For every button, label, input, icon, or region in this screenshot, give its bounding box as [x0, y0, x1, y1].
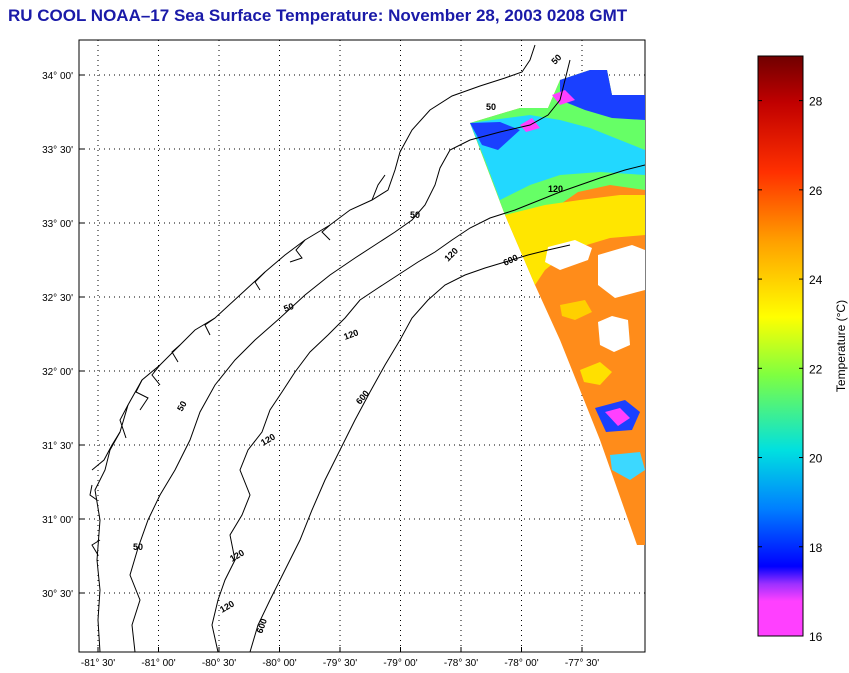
- isobath-120m: [211, 164, 645, 652]
- isobath-600m: [249, 244, 571, 652]
- colorbar-label: Temperature (°C): [834, 300, 848, 392]
- x-tick-label: -79° 00': [383, 658, 417, 669]
- isobath-label: 50: [133, 542, 143, 552]
- isobath-label: 50: [282, 301, 295, 314]
- y-tick-label: 34° 00': [42, 71, 73, 82]
- x-tick-label: -81° 00': [141, 658, 175, 669]
- x-tick-label: -80° 30': [202, 658, 236, 669]
- colorbar-tick-label: 18: [809, 541, 823, 555]
- isobath-label: 600: [254, 617, 269, 635]
- x-tick-label: -80° 00': [262, 658, 296, 669]
- isobath-50m: [129, 59, 571, 652]
- page-title: RU COOL NOAA–17 Sea Surface Temperature:…: [8, 6, 628, 25]
- x-tick-label: -77° 30': [565, 658, 599, 669]
- y-tick-label: 33° 30': [42, 145, 73, 156]
- y-tick-label: 32° 00': [42, 367, 73, 378]
- colorbar: [757, 55, 804, 637]
- colorbar-tick-label: 28: [809, 95, 823, 109]
- isobath-label: 120: [548, 184, 563, 194]
- colorbar-ticks: 16 18 20 22 24 26 28: [758, 95, 823, 644]
- y-tick-label: 32° 30': [42, 293, 73, 304]
- colorbar-tick-label: 22: [809, 362, 823, 376]
- coastline: [89, 44, 536, 652]
- x-tick-label: -79° 30': [323, 658, 357, 669]
- isobath-label: 120: [342, 327, 360, 342]
- y-tick-label: 31° 30': [42, 441, 73, 452]
- y-tick-label: 30° 30': [42, 589, 73, 600]
- x-axis-ticks: -81° 30' -81° 00' -80° 30' -80° 00' -79° 30'…: [81, 647, 599, 669]
- isobath-label: 50: [175, 399, 189, 413]
- isobath-label: 50: [486, 102, 496, 112]
- colorbar-tick-label: 20: [809, 452, 823, 466]
- x-tick-label: -78° 00': [504, 658, 538, 669]
- x-tick-label: -81° 30': [81, 658, 115, 669]
- colorbar-tick-label: 26: [809, 184, 823, 198]
- colorbar-tick-label: 16: [809, 630, 823, 644]
- colorbar-tick-label: 24: [809, 273, 823, 287]
- isobath-label: 50: [410, 210, 420, 220]
- y-tick-label: 31° 00': [42, 515, 73, 526]
- x-tick-label: -78° 30': [444, 658, 478, 669]
- y-tick-label: 33° 00': [42, 219, 73, 230]
- y-axis-ticks: 34° 00' 33° 30' 33° 00' 32° 30' 32° 00' 31° 3…: [42, 71, 84, 600]
